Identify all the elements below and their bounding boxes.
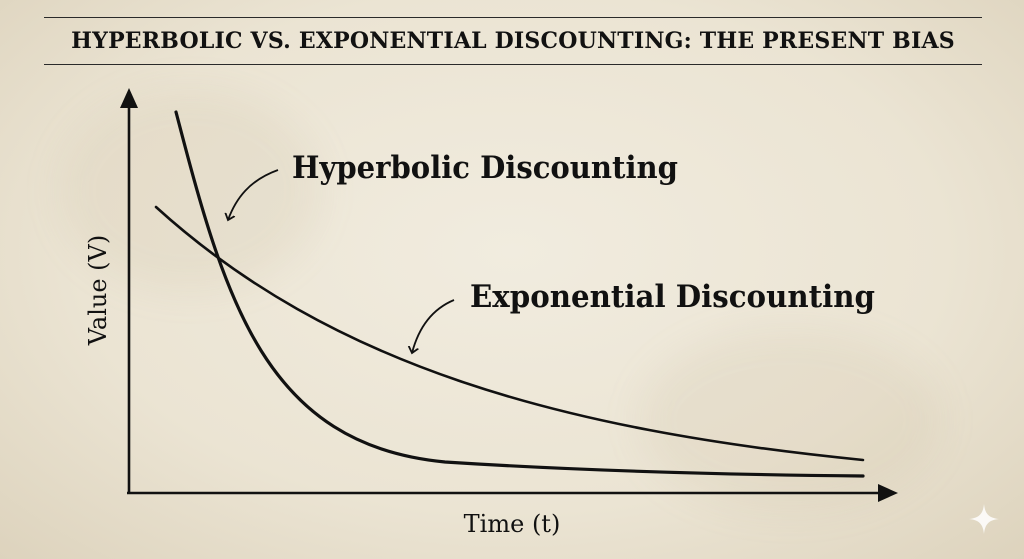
title-band: HYPERBOLIC VS. EXPONENTIAL DISCOUNTING: … (44, 17, 982, 65)
y-axis-label: Value (V) (84, 235, 112, 346)
y-axis-arrowhead (120, 88, 138, 108)
x-axis-arrowhead (878, 484, 898, 502)
page-title: HYPERBOLIC VS. EXPONENTIAL DISCOUNTING: … (71, 28, 955, 54)
series-line-hyperbolic (174, 110, 865, 478)
x-axis-label: Time (t) (464, 510, 561, 538)
pointer-arrow-hyperbolic (228, 169, 279, 220)
pointer-arrow-exponential (412, 299, 455, 353)
series-line-exponential (154, 205, 865, 462)
paper-stain (640, 330, 940, 510)
legend-label-exponential: Exponential Discounting (470, 279, 875, 315)
sparkle-icon (969, 504, 999, 534)
legend-label-hyperbolic: Hyperbolic Discounting (292, 150, 678, 186)
paper-stain (60, 90, 320, 290)
